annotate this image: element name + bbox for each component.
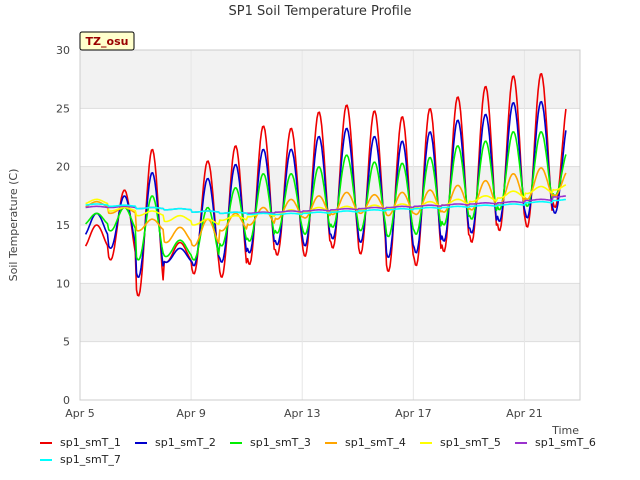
plot-band	[80, 283, 580, 342]
y-tick-label: 10	[56, 277, 70, 290]
legend-item: sp1_smT_6	[515, 436, 596, 449]
legend-label: sp1_smT_5	[440, 436, 501, 449]
y-tick-label: 5	[63, 336, 70, 349]
axes	[79, 49, 581, 401]
legend-label: sp1_smT_1	[60, 436, 121, 449]
y-axis-label: Soil Temperature (C)	[7, 169, 20, 282]
plot-background	[80, 50, 580, 400]
legend-item: sp1_smT_7	[40, 453, 121, 466]
x-axis-label: Time	[551, 424, 579, 437]
legend-item: sp1_smT_4	[325, 436, 406, 449]
legend-label: sp1_smT_2	[155, 436, 216, 449]
annotation-box: TZ_osu	[79, 31, 135, 51]
series-line-sp1_smT_4	[85, 167, 567, 247]
y-tick-label: 15	[56, 219, 70, 232]
series-line-sp1_smT_3	[85, 131, 567, 261]
plot-band	[80, 108, 580, 167]
legend-item: sp1_smT_5	[420, 436, 501, 449]
series-lines	[84, 73, 567, 297]
legend-item: sp1_smT_1	[40, 436, 121, 449]
y-tick-label: 0	[63, 394, 70, 407]
y-tick-label: 20	[56, 161, 70, 174]
x-tick-label: Apr 21	[506, 407, 543, 420]
legend-item: sp1_smT_3	[230, 436, 311, 449]
y-tick-label: 25	[56, 102, 70, 115]
legend-label: sp1_smT_3	[250, 436, 311, 449]
annotation-label: TZ_osu	[86, 35, 129, 48]
plot-band	[80, 341, 580, 400]
plot-band	[80, 50, 580, 109]
legend-label: sp1_smT_7	[60, 453, 121, 466]
legend-swatch	[40, 458, 52, 461]
legend-swatch	[135, 441, 147, 444]
series-line-sp1_smT_2	[84, 100, 567, 279]
tick-labels: 0 5 10 15 20 25 30 Apr 5 Apr 9 Apr 13 Apr 17 Apr 21	[56, 44, 543, 420]
legend-swatch	[325, 441, 337, 444]
x-tick-label: Apr 13	[284, 407, 321, 420]
legend-label: sp1_smT_6	[535, 436, 596, 449]
plot-frame	[79, 49, 581, 401]
legend-item: sp1_smT_2	[135, 436, 216, 449]
legend-swatch	[515, 441, 527, 444]
chart-title: SP1 Soil Temperature Profile	[229, 4, 412, 19]
legend-swatch	[230, 441, 242, 444]
x-tick-label: Apr 9	[176, 407, 206, 420]
x-tick-label: Apr 5	[65, 407, 95, 420]
y-tick-label: 30	[56, 44, 70, 57]
legend-swatch	[40, 441, 52, 444]
x-tick-label: Apr 17	[395, 407, 432, 420]
legend-swatch	[420, 441, 432, 444]
legend-label: sp1_smT_4	[345, 436, 406, 449]
series-line-sp1_smT_7	[85, 198, 566, 216]
